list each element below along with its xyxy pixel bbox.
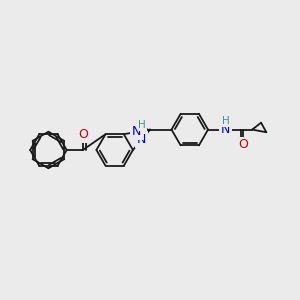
Text: H: H: [138, 120, 146, 130]
Text: H: H: [222, 116, 230, 126]
Text: N: N: [221, 123, 230, 136]
Text: N: N: [132, 125, 142, 138]
Text: O: O: [238, 138, 248, 152]
Text: N: N: [137, 133, 146, 146]
Text: O: O: [78, 128, 88, 141]
